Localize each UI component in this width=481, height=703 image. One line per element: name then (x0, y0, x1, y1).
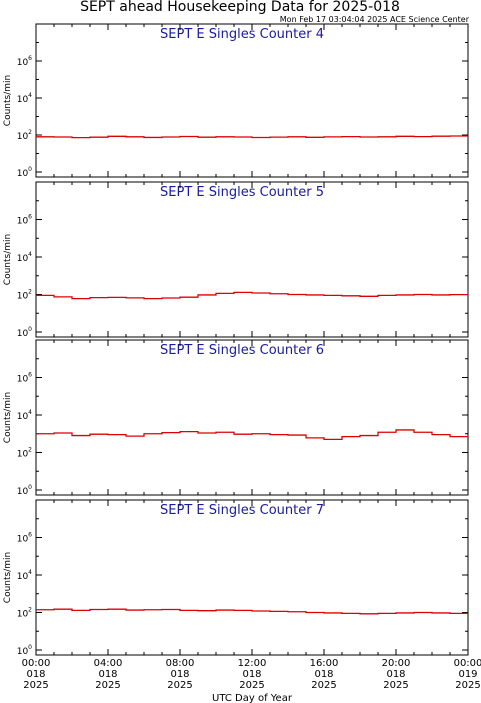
x-tick-year: 2025 (23, 680, 48, 691)
timestamp: Mon Feb 17 03:04:04 2025 ACE Science Cen… (280, 15, 470, 24)
x-tick-time: 08:00 (166, 658, 195, 669)
counts-series-line (36, 291, 468, 300)
y-tick-label: 106 (17, 532, 32, 545)
x-tick-time: 00:00 (22, 658, 51, 669)
x-tick-year: 2025 (311, 680, 336, 691)
panel-4: SEPT E Singles Counter 7 Counts/min 100 102… (3, 499, 469, 657)
counts-series-line (36, 135, 468, 139)
x-tick-day: 018 (26, 669, 45, 680)
panels: SEPT E Singles Counter 4 Counts/min 100 102… (3, 23, 469, 657)
y-tick-label: 100 (17, 166, 32, 179)
panel-3: SEPT E Singles Counter 6 Counts/min 100 102… (3, 339, 469, 497)
plot-frame (35, 499, 469, 656)
panel-title: SEPT E Singles Counter 7 (160, 503, 324, 518)
y-axis-label: Counts/min (3, 392, 13, 443)
y-tick-label: 104 (17, 569, 32, 582)
y-tick-label: 106 (17, 55, 32, 68)
panel-title: SEPT E Singles Counter 4 (160, 27, 324, 42)
panel-title: SEPT E Singles Counter 5 (160, 185, 324, 200)
x-tick-year: 2025 (239, 680, 264, 691)
y-tick-label: 104 (17, 251, 32, 264)
y-tick-label: 102 (17, 447, 32, 460)
y-tick-label: 104 (17, 92, 32, 105)
y-tick-label: 100 (17, 326, 32, 339)
x-tick-year: 2025 (455, 680, 480, 691)
main-title: SEPT ahead Housekeeping Data for 2025-01… (80, 0, 400, 15)
x-tick-time: 04:00 (94, 658, 123, 669)
y-tick-label: 102 (17, 289, 32, 302)
x-tick-time: 00:00 (454, 658, 481, 669)
plot-frame (35, 339, 469, 496)
y-tick-label: 100 (17, 644, 32, 657)
y-tick-label: 106 (17, 372, 32, 385)
x-axis: 00:00018202504:00018202508:00018202512:0… (22, 658, 481, 691)
x-tick-year: 2025 (167, 680, 192, 691)
x-tick-year: 2025 (383, 680, 408, 691)
y-axis-label: Counts/min (3, 75, 13, 126)
x-tick-day: 018 (170, 669, 189, 680)
y-tick-label: 106 (17, 214, 32, 227)
x-tick-day: 018 (98, 669, 117, 680)
x-tick-day: 018 (242, 669, 261, 680)
y-axis-label: Counts/min (3, 234, 13, 285)
x-tick-time: 16:00 (310, 658, 339, 669)
y-tick-label: 104 (17, 409, 32, 422)
panel-2: SEPT E Singles Counter 5 Counts/min 100 102… (3, 181, 469, 339)
x-tick-day: 019 (458, 669, 477, 680)
x-tick-day: 018 (314, 669, 333, 680)
x-tick-time: 12:00 (238, 658, 267, 669)
panel-1: SEPT E Singles Counter 4 Counts/min 100 102… (3, 23, 469, 179)
y-axis-label: Counts/min (3, 552, 13, 603)
x-tick-day: 018 (386, 669, 405, 680)
panel-title: SEPT E Singles Counter 6 (160, 343, 324, 358)
x-tick-time: 20:00 (382, 658, 411, 669)
y-tick-label: 102 (17, 607, 32, 620)
counts-series-line (36, 608, 468, 615)
x-axis-label: UTC Day of Year (212, 693, 293, 703)
plot-frame (35, 181, 469, 338)
plot-frame (35, 23, 469, 178)
x-tick-year: 2025 (95, 680, 120, 691)
y-tick-label: 102 (17, 129, 32, 142)
counts-series-line (36, 429, 468, 441)
y-tick-label: 100 (17, 484, 32, 497)
